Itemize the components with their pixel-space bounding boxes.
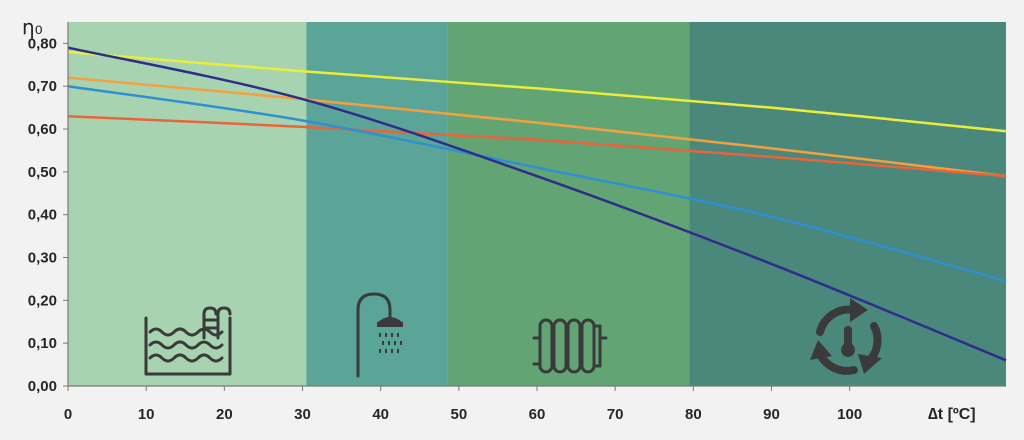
x-tick-label: 0 bbox=[64, 406, 72, 423]
series-lines bbox=[67, 46, 1007, 362]
shower-icon bbox=[356, 292, 403, 378]
band-0 bbox=[68, 22, 307, 386]
y-tick-label: 0,40 bbox=[28, 207, 57, 224]
x-tick-label: 20 bbox=[216, 406, 233, 423]
x-tick-label: 70 bbox=[607, 406, 624, 423]
y-tick-label: 0,80 bbox=[28, 35, 57, 52]
x-tick-label: 10 bbox=[138, 406, 155, 423]
x-tick-label: 30 bbox=[294, 406, 311, 423]
y-tick-label: 0,20 bbox=[28, 292, 57, 309]
x-tick-label: 90 bbox=[763, 406, 780, 423]
y-tick-label: 0,70 bbox=[28, 78, 57, 95]
band-1 bbox=[306, 22, 448, 386]
series-line-4 bbox=[67, 46, 1007, 362]
series-line-2 bbox=[67, 114, 1007, 178]
y-tick-label: 0,60 bbox=[28, 121, 57, 138]
x-tick-label: 100 bbox=[837, 406, 862, 423]
series-line-1 bbox=[67, 76, 1007, 178]
y-axis-label: η₀ bbox=[22, 15, 43, 39]
temperature-bands bbox=[68, 22, 1006, 386]
y-tick-label: 0,50 bbox=[28, 164, 57, 181]
series-line-0 bbox=[67, 50, 1007, 133]
y-tick-label: 0,10 bbox=[28, 335, 57, 352]
x-tick-label: 80 bbox=[685, 406, 702, 423]
x-tick-label: 50 bbox=[450, 406, 467, 423]
y-tick-label: 0,30 bbox=[28, 250, 57, 267]
heating-cycle-icon bbox=[810, 298, 882, 375]
axes: 0,00 0,10 0,20 0,30 0,40 0,50 0,60 0,70 0,80 0 10 2… bbox=[28, 22, 1006, 423]
x-tick-label: 60 bbox=[529, 406, 546, 423]
radiator-icon bbox=[532, 318, 608, 374]
band-3 bbox=[689, 22, 1006, 386]
series-line-3 bbox=[67, 84, 1007, 283]
y-tick-label: 0,00 bbox=[28, 378, 57, 395]
pool-icon bbox=[144, 306, 232, 376]
x-axis-label: ∆t [ºC] bbox=[928, 406, 976, 423]
x-tick-label: 40 bbox=[372, 406, 389, 423]
